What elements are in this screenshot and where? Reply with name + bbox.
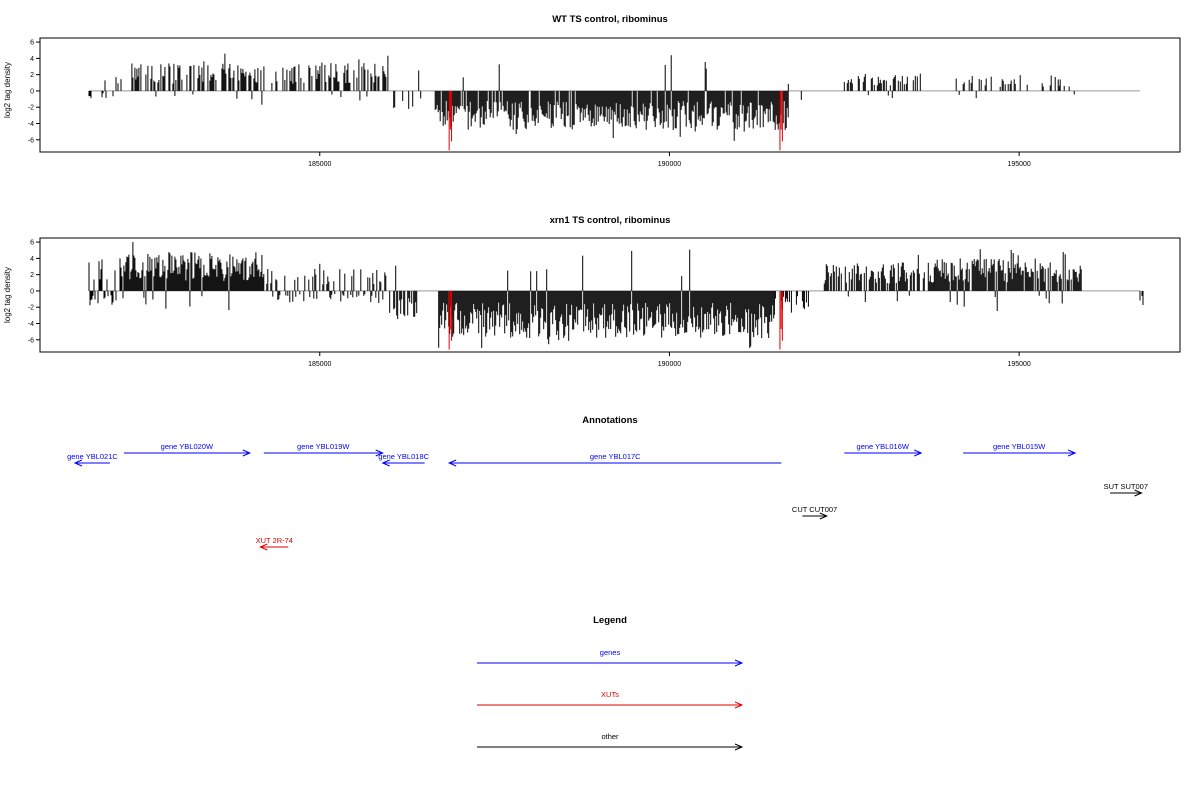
y-tick-label: 2 — [30, 72, 34, 79]
legend-item: XUTs — [477, 690, 744, 709]
y-tick-label: -4 — [28, 121, 34, 128]
axes-layer: -6 -4 -2 0 2 4 6 185000 190000 195000 — [28, 40, 1031, 168]
panel-wt: WT TS control, ribominus log2 tag densit… — [3, 14, 1181, 168]
legend-panel: Legend genes XUTs other — [477, 615, 744, 751]
arrowhead — [375, 449, 384, 457]
annotation-feature: gene YBL015W — [963, 442, 1077, 457]
bars-layer — [88, 53, 1140, 151]
feature-label: gene YBL019W — [297, 442, 350, 451]
annotation-feature: gene YBL016W — [844, 442, 923, 457]
arrowhead — [734, 701, 744, 709]
annotation-feature: gene YBL018C — [378, 452, 430, 467]
y-axis-label: log2 tag density — [3, 62, 12, 118]
y-tick-label: 0 — [30, 288, 34, 295]
arrowhead — [734, 659, 744, 667]
axes-layer: -6 -4 -2 0 2 4 6 185000 190000 195000 — [28, 240, 1031, 368]
annotation-feature: gene YBL020W — [123, 442, 252, 457]
y-tick-label: -2 — [28, 305, 34, 312]
annotation-feature: gene YBL019W — [263, 442, 384, 457]
x-tick-label: 185000 — [308, 361, 331, 368]
legend-label: other — [601, 732, 619, 741]
y-tick-label: 6 — [30, 240, 34, 247]
panel-title: xrn1 TS control, ribominus — [550, 215, 671, 226]
arrowhead — [914, 449, 923, 457]
x-tick-label: 195000 — [1007, 161, 1030, 168]
legend-item: other — [477, 732, 744, 751]
arrowhead — [242, 449, 252, 457]
arrowhead — [819, 512, 829, 520]
y-tick-label: 2 — [30, 272, 34, 279]
y-tick-label: 4 — [30, 56, 34, 63]
y-axis-label: log2 tag density — [3, 267, 12, 323]
feature-label: gene YBL020W — [161, 442, 214, 451]
feature-label: CUT CUT007 — [792, 505, 837, 514]
y-tick-label: 0 — [30, 88, 34, 95]
legend-item: genes — [477, 648, 744, 667]
x-tick-label: 185000 — [308, 161, 331, 168]
annotation-feature: CUT CUT007 — [792, 505, 837, 520]
y-tick-label: -6 — [28, 137, 34, 144]
feature-label: gene YBL016W — [857, 442, 910, 451]
feature-label: gene YBL015W — [993, 442, 1046, 451]
panel-xrn1: xrn1 TS control, ribominus log2 tag dens… — [3, 215, 1181, 368]
arrowhead — [381, 459, 390, 467]
arrowhead — [1134, 489, 1143, 497]
arrowhead — [734, 743, 744, 751]
legend-label: XUTs — [601, 690, 619, 699]
bars-layer — [88, 242, 1144, 350]
arrowhead — [447, 459, 457, 467]
feature-label: XUT 2R-74 — [256, 536, 293, 545]
legend-items: genes XUTs other — [477, 648, 744, 751]
y-tick-label: -2 — [28, 105, 34, 112]
annotation-feature: gene YBL017C — [447, 452, 782, 467]
arrowhead — [73, 459, 83, 467]
annotation-feature: SUT SUT007 — [1104, 482, 1148, 497]
x-tick-label: 190000 — [658, 361, 681, 368]
feature-label: gene YBL017C — [590, 452, 641, 461]
y-tick-label: 4 — [30, 256, 34, 263]
feature-label: gene YBL018C — [378, 452, 429, 461]
y-tick-label: -6 — [28, 337, 34, 344]
legend-title: Legend — [593, 615, 627, 626]
panel-title: WT TS control, ribominus — [552, 14, 668, 25]
x-tick-label: 195000 — [1007, 361, 1030, 368]
annotation-feature: gene YBL021C — [67, 452, 118, 467]
legend-label: genes — [600, 648, 621, 657]
y-tick-label: 6 — [30, 40, 34, 47]
annotation-features: gene YBL021C gene YBL020W gene YBL019W gene… — [67, 442, 1148, 551]
x-tick-label: 190000 — [658, 161, 681, 168]
annotations-title: Annotations — [582, 415, 637, 426]
y-tick-label: -4 — [28, 321, 34, 328]
plot-frame — [39, 237, 1181, 353]
arrowhead — [1067, 449, 1077, 457]
annotation-feature: XUT 2R-74 — [256, 536, 293, 551]
arrowhead — [259, 543, 268, 551]
feature-label: gene YBL021C — [67, 452, 118, 461]
plot-frame — [39, 37, 1181, 153]
feature-label: SUT SUT007 — [1104, 482, 1148, 491]
